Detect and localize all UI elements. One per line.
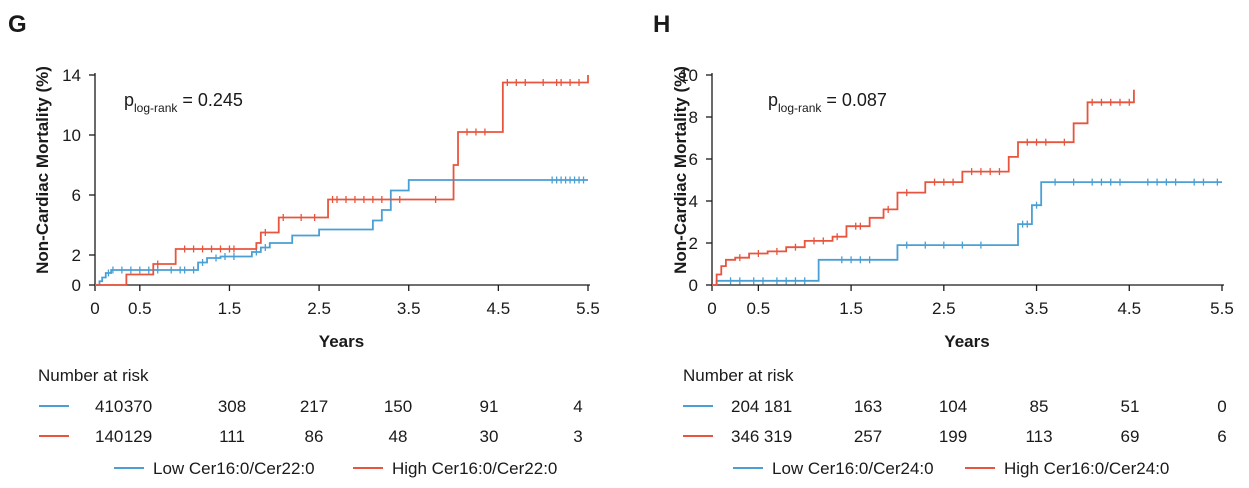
legend-label-low: Low Cer16:0/Cer22:0 — [153, 459, 315, 478]
risk-count: 85 — [1030, 397, 1049, 416]
y-tick-label: 10 — [62, 126, 81, 145]
p-value-subscript: log-rank — [778, 101, 822, 115]
p-value-p: p — [768, 90, 778, 110]
p-value-label: plog-rank = 0.245 — [124, 90, 243, 115]
legend-label-low: Low Cer16:0/Cer24:0 — [772, 459, 934, 478]
risk-count: 199 — [939, 427, 967, 446]
x-tick-label: 2.5 — [932, 299, 956, 318]
risk-count: 0 — [1217, 397, 1226, 416]
risk-count: 86 — [305, 427, 324, 446]
y-tick-label: 0 — [72, 276, 81, 295]
x-tick-label: 3.5 — [1025, 299, 1049, 318]
risk-count: 3 — [573, 427, 582, 446]
legend-label-high: High Cer16:0/Cer24:0 — [1004, 459, 1169, 478]
y-tick-label: 8 — [689, 108, 698, 127]
p-value-p: p — [124, 90, 134, 110]
risk-count: 410 — [95, 397, 123, 416]
y-tick-label: 2 — [72, 246, 81, 265]
risk-count: 257 — [854, 427, 882, 446]
x-axis-title: Years — [944, 332, 989, 351]
risk-count: 181 — [764, 397, 792, 416]
y-tick-label: 10 — [679, 66, 698, 85]
km-line-high — [712, 89, 1135, 286]
y-tick-label: 6 — [72, 186, 81, 205]
risk-count: 204 — [731, 397, 759, 416]
risk-count: 6 — [1217, 427, 1226, 446]
x-axis-title: Years — [319, 332, 364, 351]
km-line-low — [712, 181, 1222, 286]
risk-count: 129 — [124, 427, 152, 446]
x-tick-label: 1.5 — [839, 299, 863, 318]
risk-count: 48 — [389, 427, 408, 446]
x-tick-label: 1.5 — [218, 299, 242, 318]
x-tick-label: 4.5 — [487, 299, 511, 318]
x-tick-label: 0.5 — [128, 299, 152, 318]
km-line-low — [95, 179, 588, 286]
risk-table-title: Number at risk — [683, 366, 794, 385]
risk-count: 111 — [219, 427, 245, 446]
km-line-high — [95, 75, 589, 286]
x-tick-label: 5.5 — [1210, 299, 1234, 318]
x-tick-label: 0.5 — [747, 299, 771, 318]
legend-label-high: High Cer16:0/Cer22:0 — [392, 459, 557, 478]
panel-letter: H — [653, 11, 670, 38]
risk-table-title: Number at risk — [38, 366, 149, 385]
p-value-value: = 0.245 — [177, 90, 243, 110]
y-tick-label: 4 — [689, 192, 698, 211]
risk-count: 150 — [384, 397, 412, 416]
risk-count: 140 — [95, 427, 123, 446]
x-tick-label: 0 — [707, 299, 716, 318]
risk-count: 69 — [1121, 427, 1140, 446]
p-value-label: plog-rank = 0.087 — [768, 90, 887, 115]
risk-count: 51 — [1121, 397, 1140, 416]
risk-count: 104 — [939, 397, 967, 416]
risk-count: 217 — [300, 397, 328, 416]
risk-count: 308 — [218, 397, 246, 416]
panel-letter: G — [8, 11, 27, 38]
p-value-subscript: log-rank — [134, 101, 178, 115]
y-axis-title: Non-Cardiac Mortality (%) — [33, 66, 52, 274]
y-axis-title: Non-Cardiac Mortality (%) — [671, 66, 690, 274]
x-tick-label: 0 — [90, 299, 99, 318]
risk-count: 30 — [480, 427, 499, 446]
y-tick-label: 2 — [689, 234, 698, 253]
x-tick-label: 2.5 — [307, 299, 331, 318]
risk-count: 319 — [764, 427, 792, 446]
x-tick-label: 3.5 — [397, 299, 421, 318]
risk-count: 91 — [480, 397, 499, 416]
risk-count: 163 — [854, 397, 882, 416]
y-tick-label: 0 — [689, 276, 698, 295]
risk-count: 4 — [573, 397, 582, 416]
risk-count: 370 — [124, 397, 152, 416]
y-tick-label: 6 — [689, 150, 698, 169]
y-tick-label: 14 — [62, 66, 81, 85]
risk-count: 346 — [731, 427, 759, 446]
p-value-value: = 0.087 — [821, 90, 887, 110]
panel-h: H 0 2 4 6 8 10 0 0.5 1.5 2.5 3.5 4.5 5.5 Years Non-Card… — [653, 11, 1234, 478]
x-tick-label: 5.5 — [576, 299, 600, 318]
risk-count: 113 — [1025, 427, 1052, 446]
x-tick-label: 4.5 — [1117, 299, 1141, 318]
